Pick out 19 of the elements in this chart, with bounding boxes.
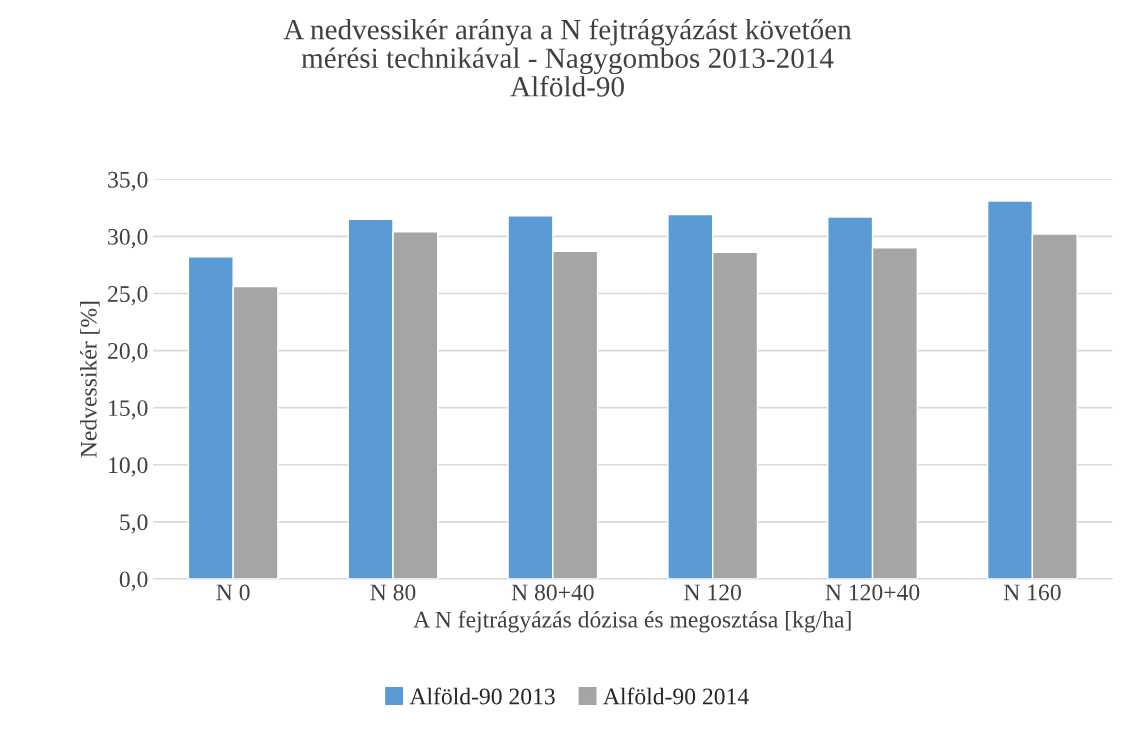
x-tick-label: N 80+40 bbox=[511, 584, 594, 601]
y-tick-label: 15,0 bbox=[109, 400, 148, 420]
x-tick-label: N 80 bbox=[370, 584, 416, 601]
x-tick-label: N 120 bbox=[684, 584, 741, 601]
y-tick-label: 25,0 bbox=[108, 285, 148, 306]
y-tick-label: 5,0 bbox=[120, 514, 148, 534]
legend-label: Alföld-90 2014 bbox=[603, 687, 749, 705]
x-tick-label: N 160 bbox=[1003, 584, 1061, 601]
y-tick-label: 10,0 bbox=[109, 457, 148, 477]
chart-title: A nedvessikér aránya a N fejtrágyázást követően mérési technikával - Nagygombos 2013-2014 Alföld-90 bbox=[283, 18, 852, 97]
legend-label: Alföld-90 2013 bbox=[409, 687, 555, 705]
y-tick-label: 20,0 bbox=[108, 343, 148, 363]
y-axis-title: Nedvessikér [%] bbox=[80, 301, 100, 458]
y-tick-label: 35,0 bbox=[108, 171, 148, 192]
x-tick-label: N 0 bbox=[216, 584, 250, 601]
y-tick-label: 0,0 bbox=[119, 571, 148, 591]
x-axis-title: A N fejtrágyázás dózisa és megosztása [kg/ha] bbox=[413, 610, 851, 633]
x-tick-label: N 120+40 bbox=[825, 584, 920, 601]
y-tick-label: 30,0 bbox=[108, 228, 148, 249]
